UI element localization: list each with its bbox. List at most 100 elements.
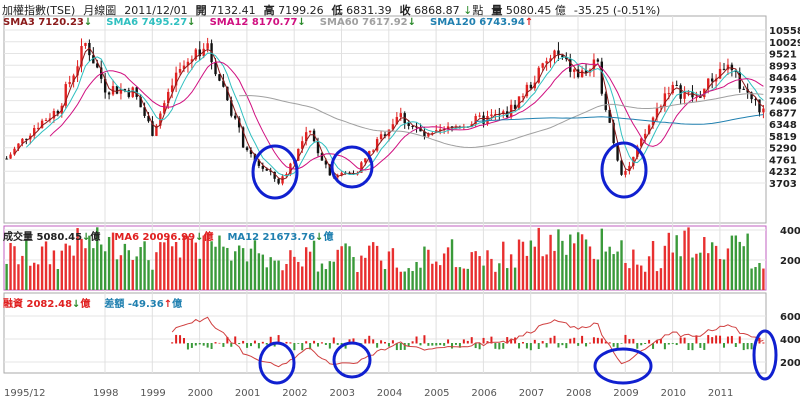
margin-diff-bar: [585, 343, 588, 347]
volume-bar: [600, 228, 604, 290]
volume-bar: [320, 263, 324, 290]
candle-body: [182, 65, 186, 69]
margin-diff-bar: [699, 343, 702, 348]
margin-diff-bar: [624, 334, 627, 344]
margin-diff-bar: [486, 341, 489, 344]
margin-diff-bar: [462, 339, 465, 344]
volume-bar: [584, 239, 588, 290]
margin-diff-bar: [175, 334, 178, 344]
volume-bar: [651, 241, 655, 290]
volume-bar: [214, 246, 217, 290]
margin-diff-bar: [608, 342, 611, 344]
high-label: 高: [263, 4, 275, 17]
volume-bar: [76, 228, 79, 290]
volume-bar: [561, 240, 564, 290]
candle-body: [226, 86, 229, 101]
volume: 5080.45: [505, 4, 552, 17]
x-tick-label: 2000: [188, 388, 213, 399]
margin-diff-bar: [293, 343, 296, 351]
volume-bar: [40, 246, 44, 290]
volume-bar: [395, 267, 399, 290]
margin-diff-bar: [715, 335, 718, 344]
margin-diff-bar: [553, 335, 556, 344]
candle-body: [604, 93, 607, 110]
candle-body: [214, 62, 217, 75]
candle-body: [56, 111, 60, 114]
candle-body: [190, 59, 194, 62]
volume-bar: [68, 245, 71, 290]
margin-diff-bar: [309, 343, 312, 350]
margin-diff-bar: [687, 343, 690, 351]
candle-body: [257, 160, 261, 166]
candle-body: [710, 78, 714, 82]
volume-bar: [100, 244, 103, 290]
margin-diff-bar: [667, 343, 670, 345]
x-tick-label: 2006: [471, 388, 496, 399]
candle-body: [127, 90, 131, 97]
volume-bar: [178, 257, 182, 290]
volume-bar: [683, 230, 686, 290]
candle-body: [21, 138, 24, 144]
candle-body: [616, 143, 619, 161]
candle-body: [738, 72, 741, 89]
volume-bar: [237, 245, 241, 290]
low: 6831.39: [346, 4, 392, 17]
margin-diff-bar: [403, 343, 406, 350]
volume-bar: [348, 246, 351, 290]
volume-bar: [324, 269, 328, 290]
legend-item: SMA3 7120.23↓: [3, 17, 92, 28]
volume-bar: [588, 246, 592, 290]
margin-diff-bar: [332, 337, 335, 344]
candle-body: [687, 91, 690, 93]
volume-bar: [293, 256, 296, 290]
margin-diff-bar: [230, 343, 233, 347]
margin-diff-bar: [190, 343, 193, 348]
volume-bar: [643, 271, 647, 290]
volume-bar: [758, 262, 761, 290]
candle-body: [44, 119, 48, 121]
volume-bar: [667, 232, 671, 290]
x-tick-label: 2009: [613, 388, 638, 399]
volume-bar: [466, 268, 469, 290]
legend-item: MA6 20096.99↓億: [114, 232, 213, 243]
margin-diff-bar: [762, 342, 765, 344]
volume-bar: [88, 235, 91, 290]
margin-diff-bar: [588, 342, 591, 344]
x-tick-label: 2007: [519, 388, 544, 399]
volume-bar: [301, 266, 304, 290]
margin-diff-bar: [226, 336, 229, 344]
candle-body: [170, 85, 174, 92]
volume-bar: [474, 251, 477, 290]
candle-body: [5, 158, 8, 160]
margin-diff-bar: [384, 341, 387, 344]
candle-body: [707, 78, 710, 89]
margin-panel: [3, 292, 767, 374]
candle-body: [222, 80, 225, 87]
open-label: 開: [195, 4, 207, 17]
candle-body: [143, 107, 146, 116]
volume-bar: [206, 232, 209, 290]
volume-bar: [285, 263, 288, 290]
margin-diff-bar: [490, 336, 493, 344]
volume-bar: [277, 260, 280, 290]
volume-bar: [557, 229, 560, 290]
candle-body: [529, 84, 533, 89]
candle-body: [718, 68, 722, 79]
candle-body: [241, 127, 245, 148]
margin-diff-bar: [474, 343, 477, 349]
x-tick-label: 2004: [377, 388, 402, 399]
candle-body: [647, 125, 651, 134]
margin-diff-bar: [510, 339, 513, 344]
candle-body: [277, 178, 280, 184]
volume-bar: [695, 253, 698, 290]
volume-bar: [316, 271, 320, 290]
margin-diff-bar: [411, 341, 414, 344]
candle-body: [265, 168, 268, 171]
volume-bar: [222, 246, 225, 290]
margin-diff-bar: [655, 340, 658, 344]
candle-body: [679, 85, 682, 99]
legend-item: 差額 -49.36↑億: [104, 299, 182, 310]
margin-diff-bar: [458, 343, 461, 348]
volume-bar: [139, 247, 142, 290]
candle-body: [675, 84, 678, 86]
